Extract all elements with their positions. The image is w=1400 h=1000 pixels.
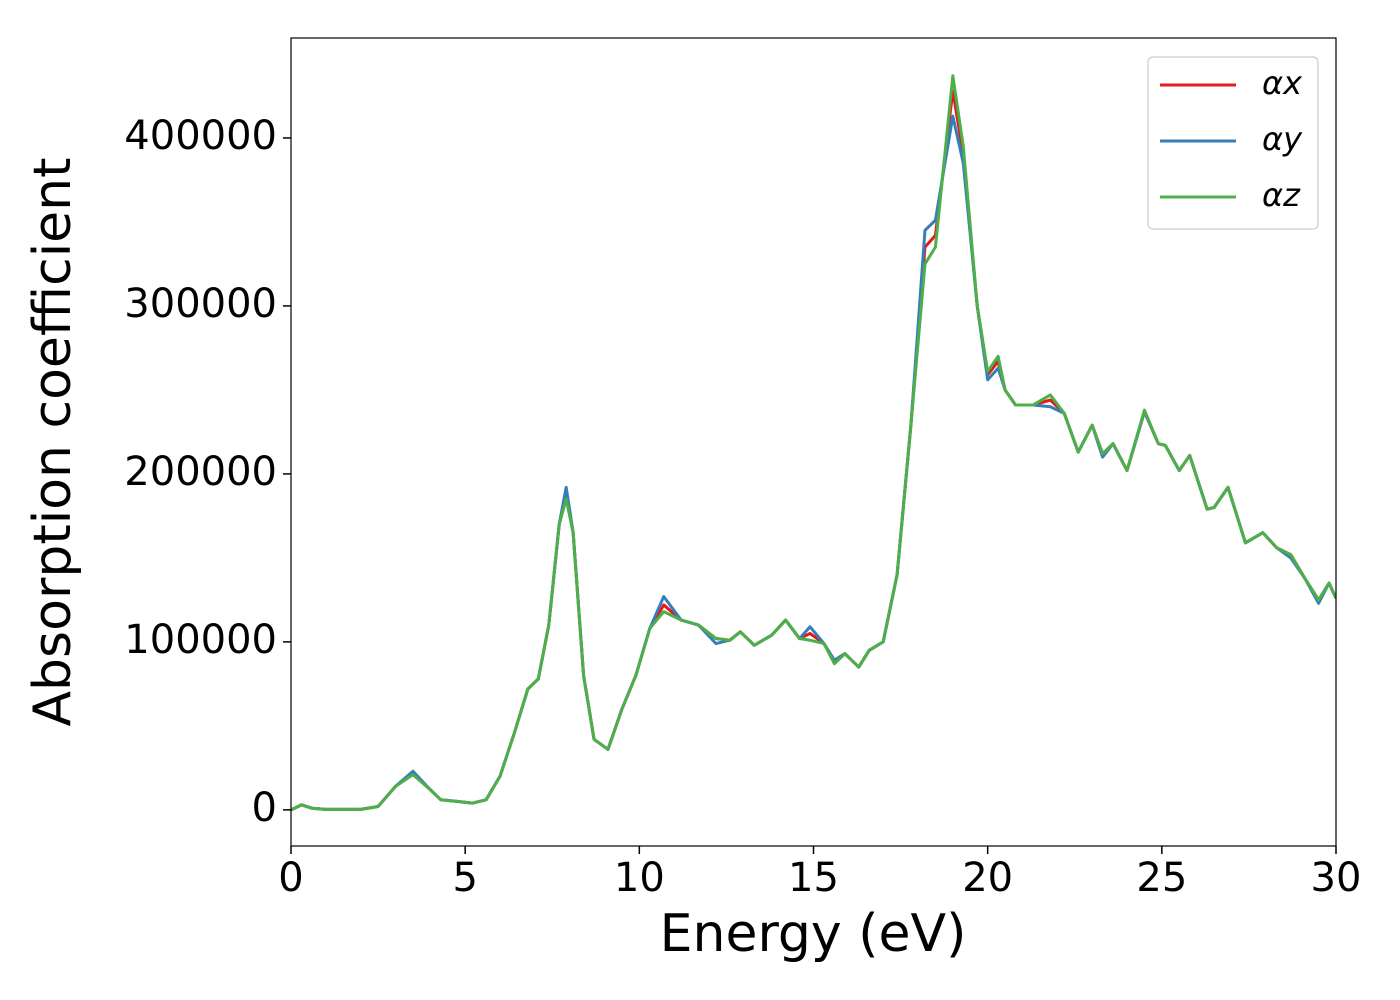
x-tick-label: 0 bbox=[278, 855, 303, 901]
x-tick-label: 20 bbox=[962, 855, 1013, 901]
legend-box bbox=[1147, 56, 1319, 230]
y-tick-label: 400000 bbox=[124, 113, 277, 159]
y-tick-label: 0 bbox=[252, 785, 277, 831]
x-tick-label: 10 bbox=[614, 855, 665, 901]
y-tick-label: 200000 bbox=[124, 449, 277, 495]
legend-label: αy bbox=[1262, 120, 1303, 158]
y-tick-label: 300000 bbox=[124, 281, 277, 327]
legend-label: αz bbox=[1262, 176, 1301, 214]
y-axis-label: Absorption coefficient bbox=[23, 157, 83, 726]
x-tick-label: 15 bbox=[788, 855, 839, 901]
legend-label: αx bbox=[1262, 64, 1303, 102]
plot-frame bbox=[290, 37, 1337, 847]
series-line bbox=[291, 74, 1336, 812]
x-tick-label: 5 bbox=[452, 855, 477, 901]
y-tick-label: 100000 bbox=[124, 617, 277, 663]
x-axis-label: Energy (eV) bbox=[660, 904, 967, 964]
x-tick-label: 30 bbox=[1311, 855, 1362, 901]
legend: αx αy αz bbox=[1147, 56, 1319, 230]
x-tick-label: 25 bbox=[1136, 855, 1187, 901]
